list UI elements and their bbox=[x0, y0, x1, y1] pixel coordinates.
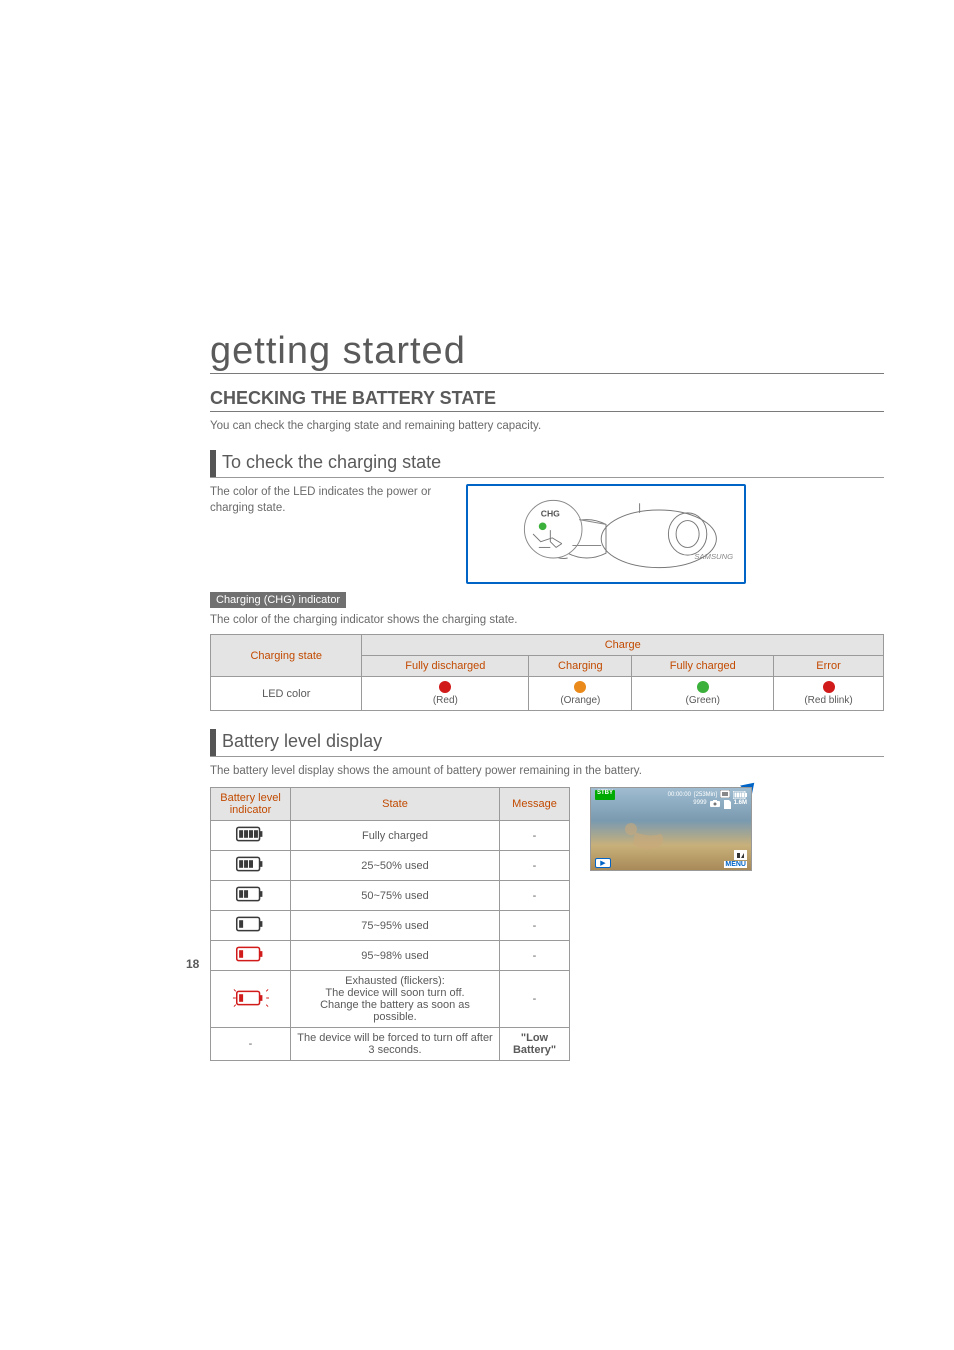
battery-icon-cell bbox=[211, 911, 291, 941]
osd-menu-label: MENU bbox=[724, 861, 747, 868]
osd-zoom: 1.6M bbox=[734, 800, 747, 811]
osd-time: 00:00:00 bbox=[668, 792, 691, 798]
table-header: Charging bbox=[529, 656, 632, 677]
osd-play-button: ▶ bbox=[595, 858, 611, 868]
charging-state-table: Charging state Charge Fully dischargedCh… bbox=[210, 634, 884, 711]
battery-icon bbox=[232, 915, 270, 933]
led-dot bbox=[697, 681, 709, 693]
table-header: Error bbox=[774, 656, 884, 677]
osd-memory: 9999 bbox=[693, 800, 706, 811]
section-intro: You can check the charging state and rem… bbox=[210, 420, 884, 432]
battery-message-cell: - bbox=[500, 851, 570, 881]
battery-state-cell: Exhausted (flickers):The device will soo… bbox=[291, 971, 500, 1028]
charging-indicator-body: The color of the charging indicator show… bbox=[210, 612, 884, 628]
led-label: (Green) bbox=[638, 695, 767, 706]
osd-card-icon bbox=[720, 790, 730, 800]
table-header: Charge bbox=[362, 635, 884, 656]
page-title: getting started bbox=[210, 330, 884, 374]
table-header: Message bbox=[500, 788, 570, 821]
osd-photo-icon bbox=[710, 800, 720, 811]
osd-exposure-icon bbox=[734, 850, 747, 860]
subsection-body: The battery level display shows the amou… bbox=[210, 763, 884, 779]
table-header: Fully discharged bbox=[362, 656, 529, 677]
led-dot bbox=[439, 681, 451, 693]
heading-bar bbox=[210, 729, 216, 756]
battery-message-cell: - bbox=[500, 971, 570, 1028]
chg-label: CHG bbox=[541, 509, 560, 519]
subsection-body: The color of the LED indicates the power… bbox=[210, 484, 450, 516]
led-label: (Red blink) bbox=[780, 695, 877, 706]
table-row: 25~50% used- bbox=[211, 851, 570, 881]
chg-led bbox=[539, 522, 547, 530]
table-cell: (Red blink) bbox=[774, 677, 884, 711]
battery-message-cell: - bbox=[500, 911, 570, 941]
battery-icon-cell bbox=[211, 941, 291, 971]
osd-stby: STBY bbox=[595, 790, 615, 800]
battery-message-cell: "LowBattery" bbox=[500, 1028, 570, 1061]
table-header: State bbox=[291, 788, 500, 821]
table-header: Fully charged bbox=[632, 656, 774, 677]
battery-icon bbox=[232, 945, 270, 963]
table-row: Fully charged- bbox=[211, 821, 570, 851]
battery-state-cell: 25~50% used bbox=[291, 851, 500, 881]
battery-icon bbox=[232, 989, 270, 1007]
lcd-background-figure bbox=[611, 814, 681, 854]
battery-state-cell: The device will be forced to turn off af… bbox=[291, 1028, 500, 1061]
charging-indicator-label: Charging (CHG) indicator bbox=[210, 592, 346, 608]
table-cell: (Green) bbox=[632, 677, 774, 711]
led-label: (Red) bbox=[368, 695, 522, 706]
battery-icon-cell bbox=[211, 821, 291, 851]
table-cell: (Orange) bbox=[529, 677, 632, 711]
table-row-label: LED color bbox=[211, 677, 362, 711]
table-cell: (Red) bbox=[362, 677, 529, 711]
table-header: Battery level indicator bbox=[211, 788, 291, 821]
osd-remain: [253Min] bbox=[694, 792, 717, 798]
battery-message-cell: - bbox=[500, 821, 570, 851]
table-row: 95~98% used- bbox=[211, 941, 570, 971]
battery-message-cell: - bbox=[500, 881, 570, 911]
svg-text:SAMSUNG: SAMSUNG bbox=[694, 552, 733, 561]
table-row: 50~75% used- bbox=[211, 881, 570, 911]
table-row: 75~95% used- bbox=[211, 911, 570, 941]
led-dot bbox=[823, 681, 835, 693]
battery-state-cell: 95~98% used bbox=[291, 941, 500, 971]
table-row: -The device will be forced to turn off a… bbox=[211, 1028, 570, 1061]
battery-icon bbox=[232, 855, 270, 873]
table-row: Exhausted (flickers):The device will soo… bbox=[211, 971, 570, 1028]
led-dot bbox=[574, 681, 586, 693]
section-heading: CHECKING THE BATTERY STATE bbox=[210, 388, 884, 412]
battery-level-table: Battery level indicatorStateMessage Full… bbox=[210, 787, 570, 1061]
battery-icon-cell: - bbox=[211, 1028, 291, 1061]
battery-state-cell: Fully charged bbox=[291, 821, 500, 851]
battery-icon-cell bbox=[211, 971, 291, 1028]
battery-icon-cell bbox=[211, 851, 291, 881]
lcd-preview: STBY 00:00:00 [253Min] bbox=[590, 787, 752, 871]
battery-icon bbox=[232, 885, 270, 903]
battery-state-cell: 50~75% used bbox=[291, 881, 500, 911]
table-header: Charging state bbox=[211, 635, 362, 677]
battery-icon bbox=[232, 825, 270, 843]
battery-state-cell: 75~95% used bbox=[291, 911, 500, 941]
osd-battery-icon bbox=[733, 791, 747, 799]
heading-bar bbox=[210, 450, 216, 477]
subsection-heading: Battery level display bbox=[222, 729, 884, 756]
led-label: (Orange) bbox=[535, 695, 625, 706]
page-number: 18 bbox=[186, 957, 199, 971]
osd-sd-icon bbox=[723, 800, 731, 811]
subsection-heading: To check the charging state bbox=[222, 450, 884, 477]
camcorder-illustration: SAMSUNG CHG bbox=[466, 484, 746, 584]
battery-message-cell: - bbox=[500, 941, 570, 971]
battery-icon-cell bbox=[211, 881, 291, 911]
